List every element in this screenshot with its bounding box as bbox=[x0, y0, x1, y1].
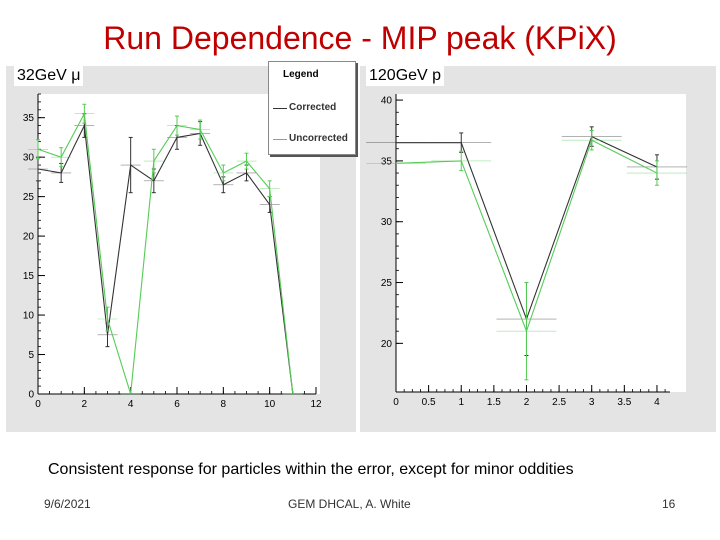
chart0-x-tick-label: 6 bbox=[174, 399, 180, 410]
legend: Legend Corrected Uncorrected bbox=[268, 61, 356, 155]
caption: Consistent response for particles within… bbox=[48, 461, 574, 478]
chart1-y-tick-label: 25 bbox=[381, 278, 393, 289]
chart1-y-tick-label: 30 bbox=[381, 217, 393, 228]
chart1-y-tick-label: 35 bbox=[381, 156, 393, 167]
legend-corrected-swatch bbox=[273, 108, 287, 109]
chart1-y-tick-label: 20 bbox=[381, 339, 393, 350]
footer-page: 16 bbox=[662, 497, 676, 511]
legend-title: Legend bbox=[283, 69, 319, 80]
legend-uncorrected-label: Uncorrected bbox=[289, 133, 348, 144]
chart0-x-tick-label: 4 bbox=[128, 399, 134, 410]
chart1-x-tick-label: 3 bbox=[589, 397, 595, 408]
footer-author: GEM DHCAL, A. White bbox=[288, 497, 411, 511]
chart0-series-corrected-line bbox=[37, 123, 294, 395]
chart0-x-tick-label: 12 bbox=[310, 399, 322, 410]
chart0-x-tick-label: 10 bbox=[264, 399, 276, 410]
chart0-y-tick-label: 10 bbox=[23, 311, 35, 322]
chart1-x-tick-label: 1.5 bbox=[487, 397, 501, 408]
chart0-y-tick-label: 30 bbox=[23, 153, 35, 164]
slide-title: Run Dependence - MIP peak (KPiX) bbox=[103, 20, 617, 56]
right-panel-label: 120GeV p bbox=[366, 66, 445, 86]
left-panel-label: 32GeV μ bbox=[14, 66, 84, 86]
legend-corrected-label: Corrected bbox=[289, 102, 337, 113]
chart1-x-tick-label: 0.5 bbox=[422, 397, 436, 408]
chart1-x-tick-label: 0 bbox=[393, 397, 399, 408]
chart1-y-tick-label: 40 bbox=[381, 96, 393, 107]
chart0-x-tick-label: 2 bbox=[82, 399, 88, 410]
chart0-y-tick-label: 5 bbox=[28, 350, 34, 361]
chart0-y-tick-label: 25 bbox=[23, 192, 35, 203]
chart0-series-uncorrected-line bbox=[37, 111, 294, 395]
footer-date: 9/6/2021 bbox=[44, 497, 91, 511]
chart1-x-tick-label: 2 bbox=[524, 397, 530, 408]
chart0-x-tick-label: 8 bbox=[221, 399, 227, 410]
chart1-x-tick-label: 1 bbox=[458, 397, 464, 408]
chart0-y-tick-label: 20 bbox=[23, 232, 35, 243]
chart1-x-tick-label: 4 bbox=[654, 397, 660, 408]
chart1-x-tick-label: 3.5 bbox=[617, 397, 631, 408]
chart0-y-tick-label: 0 bbox=[28, 390, 34, 401]
chart1-x-tick-label: 2.5 bbox=[552, 397, 566, 408]
chart0-y-tick-label: 15 bbox=[23, 271, 35, 282]
chart0-y-tick-label: 35 bbox=[23, 113, 35, 124]
legend-uncorrected-swatch bbox=[273, 139, 287, 140]
right-plot-area bbox=[396, 94, 686, 392]
chart0-x-tick-label: 0 bbox=[35, 399, 41, 410]
